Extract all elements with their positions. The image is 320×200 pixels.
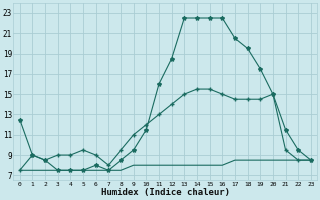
X-axis label: Humidex (Indice chaleur): Humidex (Indice chaleur)	[101, 188, 230, 197]
